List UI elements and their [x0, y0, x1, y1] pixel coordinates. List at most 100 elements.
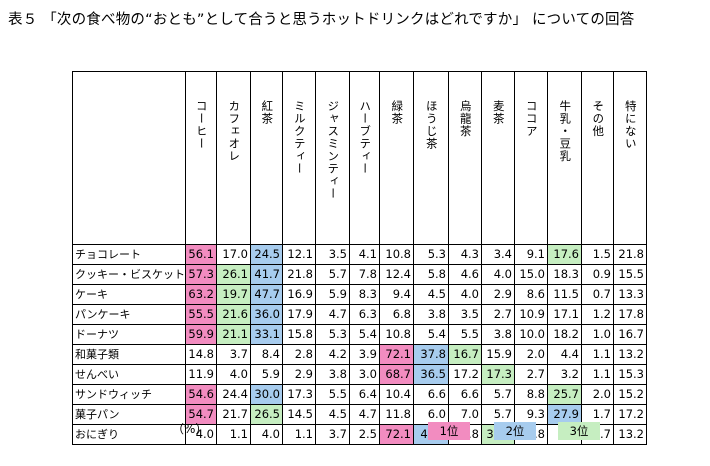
value-cell: 1.1 — [581, 364, 614, 385]
value-cell: 3.7 — [216, 344, 251, 365]
table-row: クッキー・ビスケット 57.3 26.1 41.7 21.8 5.7 7.8 12.4 5.8 4… — [72, 264, 647, 285]
value-cell: 41.7 — [250, 264, 283, 285]
value-cell: 55.5 — [185, 304, 217, 325]
value-cell: 4.0 — [481, 264, 515, 285]
value-cell: 18.2 — [547, 324, 582, 345]
value-cell: 4.6 — [448, 264, 482, 285]
table-row: パンケーキ 55.5 21.6 36.0 17.9 4.7 6.3 6.8 3.8 3.5 2.7 1… — [72, 304, 647, 325]
value-cell: 37.8 — [413, 344, 449, 365]
value-cell: 5.9 — [315, 284, 350, 305]
row-label: 菓子パン — [72, 404, 186, 425]
value-cell: 11.9 — [185, 364, 217, 385]
column-header-label: ミルクティー — [292, 100, 307, 175]
column-header-label: ココア — [524, 100, 539, 138]
value-cell: 17.6 — [547, 244, 582, 265]
value-cell: 2.9 — [282, 364, 316, 385]
value-cell: 17.3 — [481, 364, 515, 385]
value-cell: 1.1 — [282, 424, 316, 445]
value-cell: 24.5 — [250, 244, 283, 265]
value-cell: 6.3 — [349, 304, 380, 325]
value-cell: 6.4 — [349, 384, 380, 405]
value-cell: 5.9 — [250, 364, 283, 385]
column-header-label: 烏龍茶 — [458, 100, 473, 138]
column-header: コーヒー — [185, 71, 217, 245]
value-cell: 5.3 — [413, 244, 449, 265]
value-cell: 6.6 — [448, 384, 482, 405]
value-cell: 4.3 — [448, 244, 482, 265]
value-cell: 15.2 — [613, 384, 647, 405]
value-cell: 17.0 — [216, 244, 251, 265]
value-cell: 16.7 — [448, 344, 482, 365]
value-cell: 21.7 — [216, 404, 251, 425]
value-cell: 4.7 — [315, 304, 350, 325]
value-cell: 4.0 — [250, 424, 283, 445]
legend-rank-1: 1位 — [428, 422, 470, 440]
column-header: 麦茶 — [481, 71, 515, 245]
value-cell: 3.8 — [315, 364, 350, 385]
value-cell: 33.1 — [250, 324, 283, 345]
value-cell: 9.1 — [514, 244, 548, 265]
value-cell: 17.1 — [547, 304, 582, 325]
value-cell: 8.3 — [349, 284, 380, 305]
value-cell: 8.8 — [514, 384, 548, 405]
value-cell: 11.8 — [379, 404, 414, 425]
column-header-label: ジャスミンティー — [326, 100, 341, 200]
value-cell: 72.1 — [379, 344, 414, 365]
value-cell: 63.2 — [185, 284, 217, 305]
column-header: カフェオレ — [216, 71, 251, 245]
value-cell: 9.4 — [379, 284, 414, 305]
value-cell: 4.4 — [547, 344, 582, 365]
value-cell: 21.8 — [282, 264, 316, 285]
value-cell: 14.5 — [282, 404, 316, 425]
value-cell: 54.6 — [185, 384, 217, 405]
column-header-label: コーヒー — [194, 100, 209, 150]
column-header: 紅茶 — [250, 71, 283, 245]
value-cell: 5.8 — [413, 264, 449, 285]
value-cell: 1.1 — [216, 424, 251, 445]
value-cell: 27.9 — [547, 404, 582, 425]
unit-label: （%） — [172, 422, 208, 436]
value-cell: 0.9 — [581, 264, 614, 285]
value-cell: 4.2 — [315, 344, 350, 365]
survey-table: コーヒー カフェオレ 紅茶 ミルクティー ジャスミンティー ハーブティー 緑茶 ほうじ茶 烏龍茶… — [72, 71, 647, 445]
column-header-label: 麦茶 — [491, 100, 506, 125]
value-cell: 1.2 — [581, 304, 614, 325]
value-cell: 3.0 — [349, 364, 380, 385]
column-header: ミルクティー — [282, 71, 316, 245]
column-header-label: 特にない — [623, 100, 638, 150]
value-cell: 5.5 — [315, 384, 350, 405]
value-cell: 56.1 — [185, 244, 217, 265]
value-cell: 17.9 — [282, 304, 316, 325]
value-cell: 24.4 — [216, 384, 251, 405]
value-cell: 13.2 — [613, 344, 647, 365]
value-cell: 3.5 — [315, 244, 350, 265]
value-cell: 26.5 — [250, 404, 283, 425]
value-cell: 15.3 — [613, 364, 647, 385]
row-label: サンドウィッチ — [72, 384, 186, 405]
value-cell: 7.8 — [349, 264, 380, 285]
value-cell: 19.7 — [216, 284, 251, 305]
value-cell: 2.9 — [481, 284, 515, 305]
value-cell: 18.3 — [547, 264, 582, 285]
value-cell: 36.0 — [250, 304, 283, 325]
value-cell: 8.6 — [514, 284, 548, 305]
value-cell: 1.0 — [581, 324, 614, 345]
value-cell: 4.0 — [448, 284, 482, 305]
table-row: ケーキ 63.2 19.7 47.7 16.9 5.9 8.3 9.4 4.5 4.0 2.9 8.6… — [72, 284, 647, 305]
column-header-label: ハーブティー — [358, 100, 373, 175]
row-label: 和菓子類 — [72, 344, 186, 365]
value-cell: 5.7 — [481, 384, 515, 405]
column-header-label: 緑茶 — [390, 100, 405, 125]
value-cell: 47.7 — [250, 284, 283, 305]
value-cell: 17.8 — [613, 304, 647, 325]
value-cell: 2.7 — [481, 304, 515, 325]
value-cell: 6.6 — [413, 384, 449, 405]
value-cell: 10.9 — [514, 304, 548, 325]
column-header: 緑茶 — [379, 71, 414, 245]
row-label: せんべい — [72, 364, 186, 385]
value-cell: 15.9 — [481, 344, 515, 365]
table-row: サンドウィッチ 54.6 24.4 30.0 17.3 5.5 6.4 10.4 6.6 6.6 5… — [72, 384, 647, 405]
value-cell: 14.8 — [185, 344, 217, 365]
value-cell: 5.7 — [315, 264, 350, 285]
value-cell: 4.5 — [315, 404, 350, 425]
